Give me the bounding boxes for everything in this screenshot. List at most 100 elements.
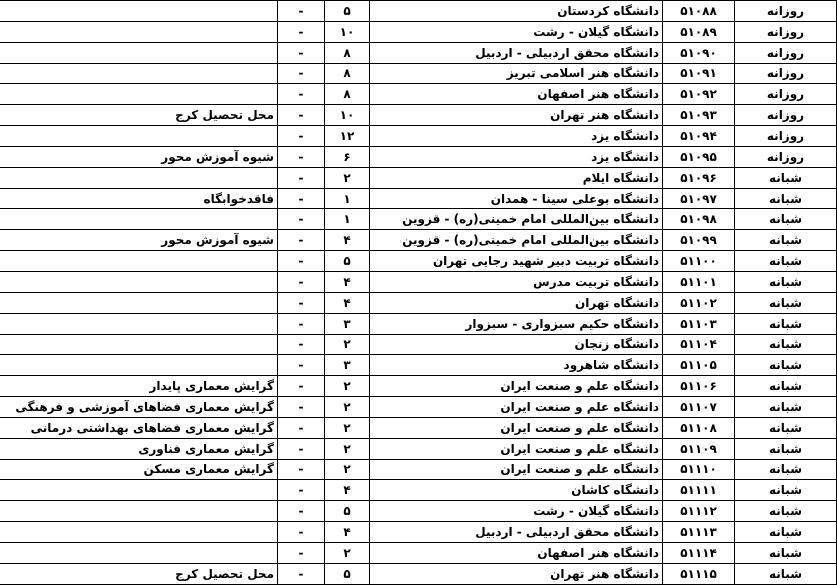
cell-capacity: ۸ <box>324 62 370 85</box>
cell-note <box>0 41 278 64</box>
cell-name: دانشگاه گیلان - رشت <box>369 500 663 523</box>
cell-code: ۵۱۰۹۱ <box>662 62 735 85</box>
cell-note: محل تحصیل کرج <box>0 562 278 585</box>
cell-capacity: ۲ <box>324 416 370 439</box>
cell-dash: - <box>277 396 325 418</box>
cell-capacity: ۸ <box>324 83 370 106</box>
cell-period: روزانه <box>734 0 837 22</box>
cell-period: شبانه <box>734 416 837 439</box>
cell-note <box>0 270 278 293</box>
cell-period: شبانه <box>734 312 837 335</box>
cell-dash: - <box>277 208 325 231</box>
cell-capacity: ۲ <box>324 333 370 356</box>
table-row: شبانه ۵۱۱۱۰ دانشگاه علم و صنعت ایران ۲- گرای… <box>0 458 837 481</box>
cell-note <box>0 312 278 335</box>
cell-dash: - <box>277 521 325 543</box>
cell-code: ۵۱۰۸۸ <box>662 0 735 22</box>
cell-name: دانشگاه یزد <box>369 145 663 168</box>
table-row: روزانه ۵۱۰۸۹ دانشگاه گیلان - رشت ۱۰- <box>0 20 837 43</box>
cell-dash: - <box>277 437 325 460</box>
cell-dash: - <box>277 291 325 314</box>
cell-name: دانشگاه کاشان <box>369 479 663 502</box>
cell-period: شبانه <box>734 437 837 460</box>
cell-name: دانشگاه هنر اسلامی تبریز <box>369 62 663 85</box>
cell-name: دانشگاه علم و صنعت ایران <box>369 375 663 398</box>
cell-capacity: ۱ <box>324 208 370 231</box>
cell-capacity: ۵ <box>324 500 370 523</box>
cell-capacity: ۵ <box>324 562 370 585</box>
cell-name: دانشگاه تربیت دبیر شهید رجایی تهران <box>369 250 663 272</box>
table-row: روزانه ۵۱۰۹۵ دانشگاه یزد ۶- شیوه آموزش محور <box>0 145 837 168</box>
cell-capacity: ۲ <box>324 166 370 189</box>
cell-note: محل تحصیل کرج <box>0 104 278 127</box>
cell-dash: - <box>277 375 325 398</box>
cell-dash: - <box>277 270 325 293</box>
cell-code: ۵۱۱۱۵ <box>662 562 735 585</box>
cell-note <box>0 479 278 502</box>
cell-period: روزانه <box>734 62 837 85</box>
cell-capacity: ۵ <box>324 0 370 22</box>
cell-name: دانشگاه علم و صنعت ایران <box>369 458 663 481</box>
cell-capacity: ۲ <box>324 541 370 564</box>
cell-period: شبانه <box>734 354 837 377</box>
table-row: روزانه ۵۱۰۹۲ دانشگاه هنر اصفهان ۸- <box>0 83 837 106</box>
cell-note <box>0 20 278 43</box>
cell-code: ۵۱۱۱۰ <box>662 458 735 481</box>
cell-capacity: ۲ <box>324 375 370 398</box>
cell-period: شبانه <box>734 500 837 523</box>
cell-name: دانشگاه هنر اصفهان <box>369 83 663 106</box>
cell-name: دانشگاه محقق اردبیلی - اردبیل <box>369 521 663 543</box>
cell-note <box>0 354 278 377</box>
cell-capacity: ۴ <box>324 291 370 314</box>
cell-period: شبانه <box>734 541 837 564</box>
cell-dash: - <box>277 312 325 335</box>
cell-code: ۵۱۱۰۶ <box>662 375 735 398</box>
cell-note: گرایش معماری مسکن <box>0 458 278 481</box>
cell-period: شبانه <box>734 562 837 585</box>
table-row: شبانه ۵۱۱۰۵ دانشگاه شاهرود ۳- <box>0 354 837 377</box>
cell-code: ۵۱۱۰۵ <box>662 354 735 377</box>
cell-dash: - <box>277 229 325 252</box>
cell-period: روزانه <box>734 104 837 127</box>
cell-code: ۵۱۱۰۳ <box>662 312 735 335</box>
cell-code: ۵۱۱۰۹ <box>662 437 735 460</box>
cell-name: دانشگاه شاهرود <box>369 354 663 377</box>
cell-dash: - <box>277 62 325 85</box>
cell-code: ۵۱۰۸۹ <box>662 20 735 43</box>
cell-name: دانشگاه بین‌المللی امام خمینی(ره) - قزوی… <box>369 229 663 252</box>
cell-code: ۵۱۱۰۸ <box>662 416 735 439</box>
cell-dash: - <box>277 562 325 585</box>
cell-period: روزانه <box>734 20 837 43</box>
cell-period: روزانه <box>734 83 837 106</box>
cell-capacity: ۲ <box>324 396 370 418</box>
cell-code: ۵۱۱۱۱ <box>662 479 735 502</box>
cell-capacity: ۱۰ <box>324 20 370 43</box>
table-row: روزانه ۵۱۰۹۴ دانشگاه یزد ۱۲- <box>0 125 837 147</box>
cell-capacity: ۲ <box>324 437 370 460</box>
cell-note <box>0 500 278 523</box>
cell-name: دانشگاه حکیم سبزواری - سبزوار <box>369 312 663 335</box>
cell-period: روزانه <box>734 125 837 147</box>
cell-dash: - <box>277 479 325 502</box>
cell-note: گرایش معماری فناوری <box>0 437 278 460</box>
cell-period: روزانه <box>734 145 837 168</box>
cell-period: شبانه <box>734 250 837 272</box>
cell-note <box>0 208 278 231</box>
cell-capacity: ۳ <box>324 312 370 335</box>
cell-name: دانشگاه علم و صنعت ایران <box>369 437 663 460</box>
cell-note <box>0 333 278 356</box>
cell-note: گرایش معماری فضاهای بهداشتی درمانی <box>0 416 278 439</box>
table-row: شبانه ۵۱۱۱۴ دانشگاه هنر اصفهان ۲- <box>0 541 837 564</box>
cell-capacity: ۵ <box>324 250 370 272</box>
cell-note: شیوه آموزش محور <box>0 145 278 168</box>
cell-capacity: ۳ <box>324 354 370 377</box>
cell-note <box>0 62 278 85</box>
cell-dash: - <box>277 500 325 523</box>
cell-dash: - <box>277 458 325 481</box>
cell-note <box>0 125 278 147</box>
cell-code: ۵۱۰۹۳ <box>662 104 735 127</box>
cell-note <box>0 291 278 314</box>
cell-note: گرایش معماری پایدار <box>0 375 278 398</box>
cell-capacity: ۶ <box>324 145 370 168</box>
